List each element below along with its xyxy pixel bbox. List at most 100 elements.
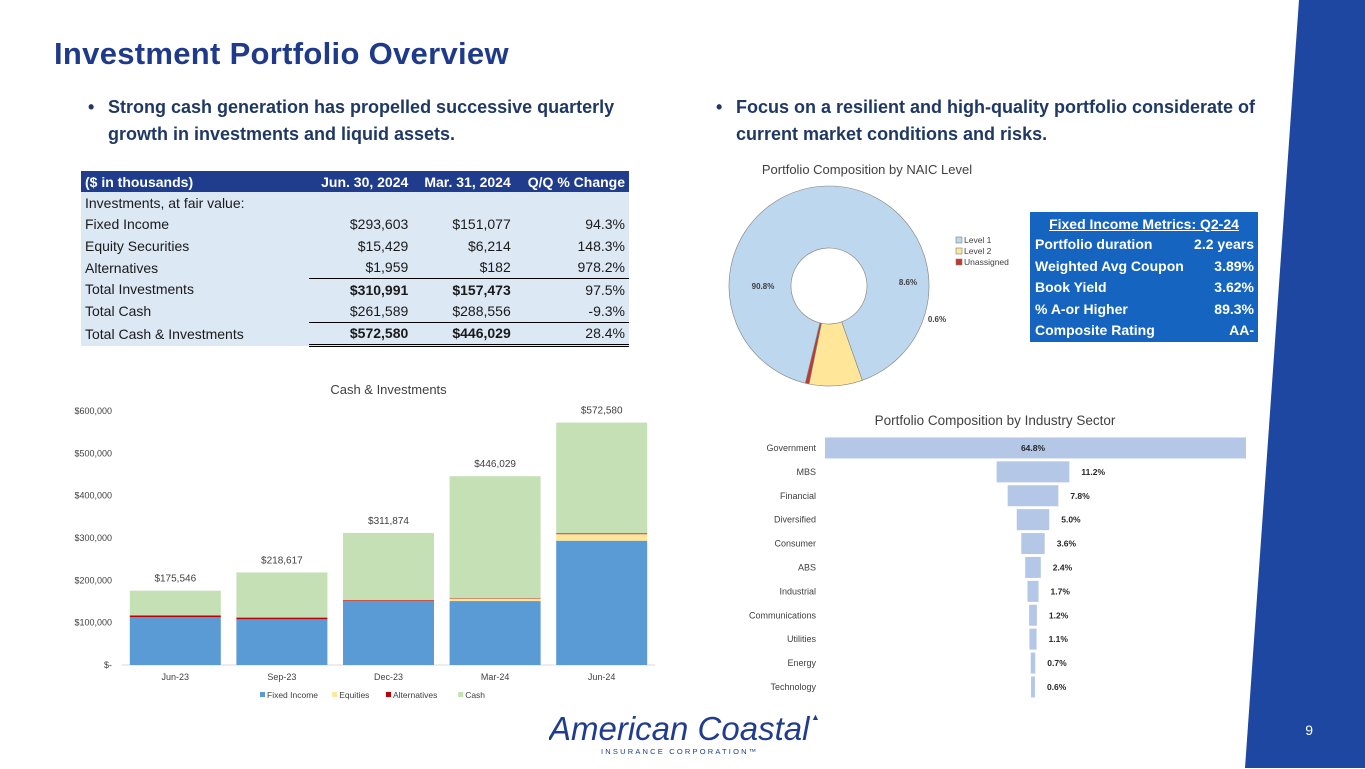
metrics-row: Weighted Avg Coupon 3.89% [1030,256,1258,278]
legend-label: Fixed Income [267,690,318,700]
bar-value-label: 0.7% [1047,658,1067,668]
table-header: ($ in thousands) [81,171,309,193]
legend-swatch [332,692,338,697]
bar-segment-fixed-income [556,540,648,665]
bullet-left-text: Strong cash generation has propelled suc… [108,97,615,144]
y-tick-label: Industrial [779,586,816,596]
bar-value-label: 1.1% [1049,634,1069,644]
bar-segment-fixed-income [236,619,328,665]
page-number: 9 [1305,722,1313,738]
bar-value-label: 3.6% [1057,539,1077,549]
y-tick-label: $200,000 [74,575,112,585]
logo-arrow-icon: ▲ [811,712,820,722]
bar-segment-equities [556,534,648,541]
table-header: Q/Q % Change [514,171,629,193]
fixed-income-metrics: Fixed Income Metrics: Q2-24 Portfolio du… [1030,212,1258,342]
logo-mark: American Coastal ▲ INSURANCE CORPORATION… [547,710,820,756]
bar-total-label: $218,617 [261,555,303,566]
bar-total-label: $572,580 [581,406,623,417]
table-cell: $182 [479,259,511,276]
bar-segment-alternatives [343,600,434,602]
bar-segment-cash [343,532,434,601]
legend-label: Cash [465,690,485,700]
bar-value-label: 0.6% [1047,682,1067,692]
industry-sector-chart: Portfolio Composition by Industry Sector… [749,413,1246,698]
bar-segment-alternatives [556,533,648,535]
y-tick-label: $500,000 [74,448,112,458]
bar-segment-equities [449,598,541,602]
chart-title: Portfolio Composition by Industry Sector [875,413,1116,428]
y-tick-label: $300,000 [74,533,112,543]
bar-segment-alternatives [449,598,541,599]
table-cell: $288,556 [452,303,511,320]
legend-swatch [260,692,265,697]
cash-investments-chart: Cash & Investments $- $100,000 $200,000 $300… [74,382,655,700]
table-cell: Fixed Income [85,216,170,233]
bar-value-label: 2.4% [1053,562,1073,572]
legend-swatch [955,236,963,244]
table-cell: $1,959 [365,259,409,276]
metric-label: % A-or Higher [1035,300,1128,317]
table-cell: $572,580 [309,321,413,348]
table-cell: Total Investments [85,281,194,298]
donut-slice-level-1 [728,185,930,384]
metrics-row: % A-or Higher 89.3% [1030,299,1258,321]
metric-label: Book Yield [1035,279,1107,295]
sector-bar [996,461,1070,483]
table-row: Total Cash & Investments $572,580 $446,0… [81,321,629,348]
metric-value: AA- [1229,322,1254,338]
bar-value-label: 11.2% [1081,467,1105,477]
bar-segment-cash [236,572,328,618]
table-row: Investments, at fair value: [81,192,629,214]
legend-swatch [955,247,963,255]
sector-bar [825,437,1246,459]
table-cell: $15,429 [357,237,409,254]
bar-total-label: $175,546 [154,574,196,585]
metrics-row: Book Yield 3.62% [1030,277,1258,299]
table-cell: Total Cash & Investments [85,325,244,342]
x-tick-label: Mar-24 [481,672,510,682]
sector-bar [1031,676,1035,698]
y-tick-label: Technology [770,682,816,692]
bar-segment-alternatives [236,617,328,620]
sector-bar [1007,485,1059,507]
table-row: Equity Securities $15,429 $6,214 148.3% [81,235,629,257]
metrics-row: Composite Rating AA- [1030,320,1258,342]
bullet-dot-icon: • [716,97,723,117]
bullet-dot-icon: • [88,97,95,117]
table-cell: $310,991 [309,277,413,301]
bar-total-label: $446,029 [474,459,516,470]
chart-title: Portfolio Composition by NAIC Level [762,162,972,177]
x-tick-label: Dec-23 [374,672,403,682]
bar-segment-fixed-income [449,601,541,665]
table-row: Total Cash $261,589 $288,556 -9.3% [81,300,629,323]
metric-value: 89.3% [1214,300,1254,317]
decorative-band [1245,0,1365,768]
y-tick-label: Financial [780,491,816,501]
table-cell: $261,589 [349,303,409,320]
bar-value-label: 1.7% [1051,586,1071,596]
table-cell: 94.3% [585,216,625,233]
x-tick-label: Jun-24 [588,672,616,682]
y-tick-label: $100,000 [74,618,112,628]
metric-value: 3.62% [1214,279,1254,295]
table-cell: 148.3% [577,237,625,254]
legend-label: Unassigned [964,257,1009,267]
page-title: Investment Portfolio Overview [54,36,509,71]
y-tick-label: $600,000 [74,406,112,416]
legend-swatch [386,692,391,697]
legend-label: Alternatives [393,690,437,700]
bar-value-label: 5.0% [1061,515,1081,525]
logo-subtitle: INSURANCE CORPORATION™ [601,747,758,756]
sector-bar [1016,509,1050,531]
metric-label: Composite Rating [1035,322,1155,338]
sector-bar [1027,580,1039,602]
legend-swatch [458,692,464,697]
logo-name: American Coastal [549,710,811,747]
table-header: Jun. 30, 2024 [309,171,413,193]
y-tick-label: Energy [787,658,816,668]
bullet-left: • Strong cash generation has propelled s… [88,94,628,148]
metric-label: Weighted Avg Coupon [1035,257,1184,274]
y-tick-label: $400,000 [74,491,112,501]
donut-slice-unassigned [804,322,822,385]
